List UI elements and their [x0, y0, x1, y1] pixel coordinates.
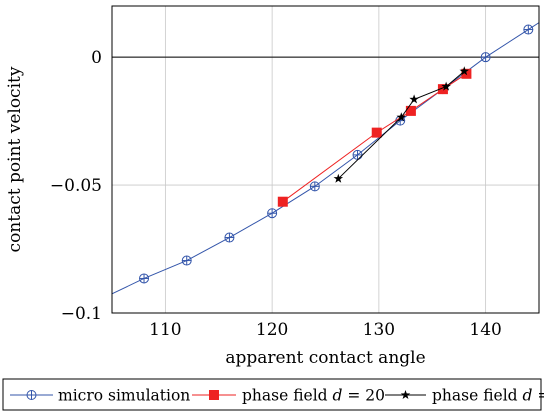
y-tick-label: −0.05: [50, 176, 102, 196]
legend-label-value: = 40: [532, 387, 544, 405]
legend-item-3: phase field d = 40: [385, 387, 544, 405]
data-point: [459, 66, 470, 76]
data-point: [437, 84, 448, 95]
series-line: [111, 22, 540, 295]
series-1: [111, 22, 540, 295]
legend-label: micro simulation: [58, 387, 190, 405]
data-point: [209, 390, 219, 400]
y-tick-label: 0: [91, 48, 102, 68]
series-3: [333, 66, 470, 183]
y-tick-label: −0.1: [61, 304, 102, 324]
data-point: [371, 127, 382, 138]
tick-labels: 110 120 130 140 −0.1 −0.05 0: [50, 48, 502, 340]
legend-label-text: micro simulation: [58, 387, 190, 405]
data-point: [396, 112, 407, 122]
x-tick-label: 110: [149, 320, 181, 340]
axis-frame: [111, 5, 540, 314]
data-point: [409, 94, 419, 104]
data-point: [405, 105, 416, 116]
x-axis-label: apparent contact angle: [225, 348, 425, 368]
legend-box: [2, 378, 542, 411]
legend: micro simulation phase field d = 20 phase …: [2, 378, 544, 411]
plot-area: [112, 6, 539, 313]
y-axis-label: contact point velocity: [5, 66, 25, 252]
plot-background: [112, 6, 539, 313]
data-point: [400, 390, 411, 400]
plot-frame: [111, 5, 540, 314]
legend-label-value: = 20: [342, 387, 385, 405]
data-point: [441, 81, 451, 91]
series-group: [111, 22, 540, 295]
legend-label-text: phase field: [242, 387, 333, 405]
data-point: [333, 173, 344, 183]
x-tick-label: 120: [256, 320, 288, 340]
x-tick-label: 140: [469, 320, 501, 340]
legend-label-variable: d: [523, 387, 533, 405]
legend-label-text: phase field: [432, 387, 523, 405]
data-point: [277, 196, 288, 207]
legend-item-1: micro simulation: [10, 387, 190, 405]
legend-label: phase field d = 40: [432, 387, 544, 405]
x-tick-label: 130: [363, 320, 395, 340]
legend-label-variable: d: [333, 387, 343, 405]
legend-item-2: phase field d = 20: [192, 387, 385, 405]
legend-label: phase field d = 20: [242, 387, 385, 405]
